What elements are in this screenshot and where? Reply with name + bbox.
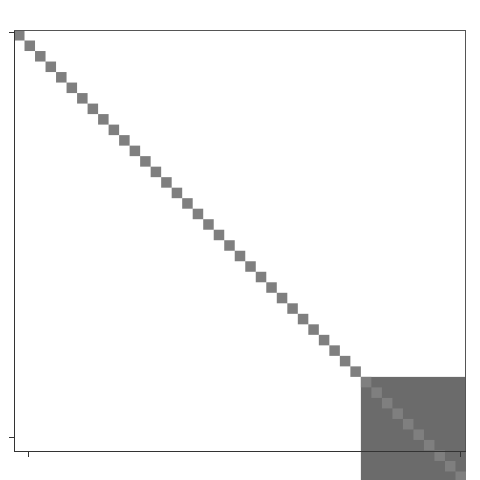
diagonal-cell bbox=[245, 261, 256, 272]
diagonal-cell bbox=[455, 471, 466, 480]
diagonal-cell bbox=[98, 114, 109, 125]
diagonal-cell bbox=[140, 156, 151, 167]
diagonal-cell bbox=[287, 303, 298, 314]
diagonal-cell bbox=[224, 240, 235, 251]
diagonal-cell bbox=[423, 439, 435, 451]
diagonal-cell bbox=[14, 30, 25, 41]
diagonal-cell bbox=[444, 460, 456, 472]
diagonal-cell bbox=[150, 166, 162, 178]
diagonal-cell bbox=[276, 292, 288, 304]
diagonal-cell bbox=[392, 408, 403, 419]
axes bbox=[9, 30, 466, 457]
diagonal-cell bbox=[339, 355, 351, 367]
diagonal-cell bbox=[255, 271, 267, 283]
diagonal-cell bbox=[119, 135, 130, 146]
diagonal-cell bbox=[434, 450, 445, 461]
diagonal-cell bbox=[182, 198, 193, 209]
diagonal-cell bbox=[329, 345, 340, 356]
diagonal-cell bbox=[203, 219, 214, 230]
diagonal-cell bbox=[413, 429, 424, 440]
diagonal-cell bbox=[87, 103, 99, 115]
diagonal-cell bbox=[108, 124, 120, 136]
diagonal-cell bbox=[56, 72, 67, 83]
diagonal-cell bbox=[297, 313, 309, 325]
plot-area bbox=[14, 30, 466, 480]
diagonal-cell bbox=[213, 229, 225, 241]
diagonal-cell bbox=[350, 366, 361, 377]
diagonal-cell bbox=[24, 40, 36, 52]
diagonal-cell bbox=[318, 334, 330, 346]
diagonal-cell bbox=[371, 387, 382, 398]
diagonal-cell bbox=[308, 324, 319, 335]
diagonal-cell bbox=[266, 282, 277, 293]
diagonal-cell bbox=[35, 51, 46, 62]
diagonal-cell bbox=[402, 418, 414, 430]
diagonal-cell bbox=[171, 187, 183, 199]
diagonal-cell bbox=[45, 61, 57, 73]
diagonal-cell bbox=[192, 208, 204, 220]
diagonal-cell bbox=[129, 145, 141, 157]
diagonal-cell bbox=[234, 250, 246, 262]
diagonal-cell bbox=[161, 177, 172, 188]
diagonal-cell bbox=[66, 82, 78, 94]
diagonal-cell bbox=[77, 93, 88, 104]
diagonal-cell bbox=[360, 376, 372, 388]
diagonal-cell bbox=[381, 397, 393, 409]
